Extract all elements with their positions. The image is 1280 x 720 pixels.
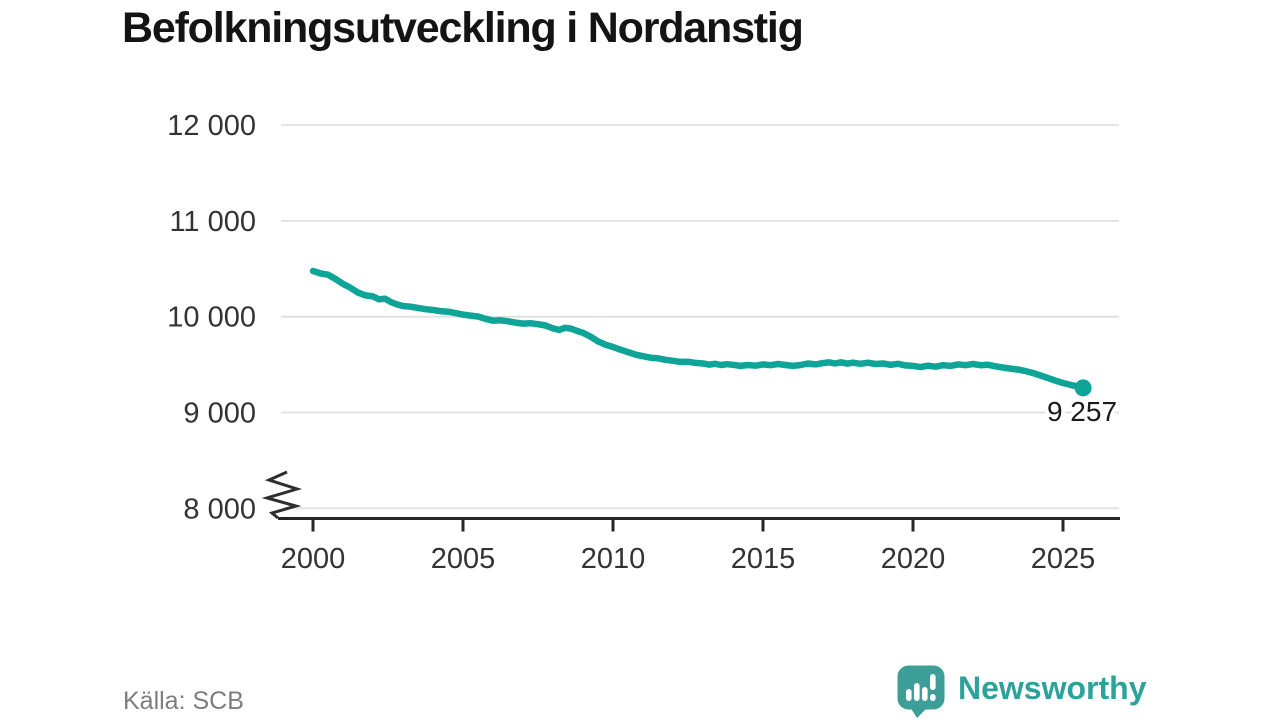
population-line-chart: 8 000 9 000 10 000 11 000 12 000 2000 2005 2010… bbox=[167, 110, 1121, 575]
x-axis-tick-label: 2025 bbox=[1031, 543, 1096, 575]
logo-bar-3 bbox=[922, 687, 928, 701]
logo-exclamation-dot bbox=[930, 694, 936, 701]
logo-bar-2 bbox=[914, 683, 920, 701]
page-title: Befolkningsutveckling i Nordanstig bbox=[122, 4, 804, 52]
x-axis-tick-label: 2015 bbox=[731, 543, 796, 575]
end-point-dot bbox=[1074, 379, 1092, 397]
y-axis-tick-label: 8 000 bbox=[183, 493, 256, 525]
logo-bar-1 bbox=[906, 689, 912, 701]
logo-exclamation-bar bbox=[930, 674, 936, 690]
newsworthy-logo: Newsworthy bbox=[897, 665, 1146, 718]
x-axis-tick-label: 2020 bbox=[881, 543, 946, 575]
x-axis-tick-label: 2010 bbox=[581, 543, 646, 575]
newsworthy-logo-text: Newsworthy bbox=[958, 670, 1147, 706]
y-axis-tick-label: 9 000 bbox=[183, 398, 256, 430]
y-axis-break-icon bbox=[261, 470, 303, 520]
population-line bbox=[309, 267, 1087, 392]
y-axis-tick-label: 11 000 bbox=[169, 206, 256, 238]
x-axis-tick-label: 2000 bbox=[281, 543, 346, 575]
end-value-label: 9 257 bbox=[1047, 396, 1117, 427]
x-axis-tick-label: 2005 bbox=[431, 543, 496, 575]
y-axis-tick-label: 10 000 bbox=[167, 302, 256, 334]
newsworthy-speech-bubble-icon bbox=[897, 665, 945, 718]
y-axis-tick-label: 12 000 bbox=[167, 110, 256, 142]
source-label: Källa: SCB bbox=[123, 687, 244, 715]
